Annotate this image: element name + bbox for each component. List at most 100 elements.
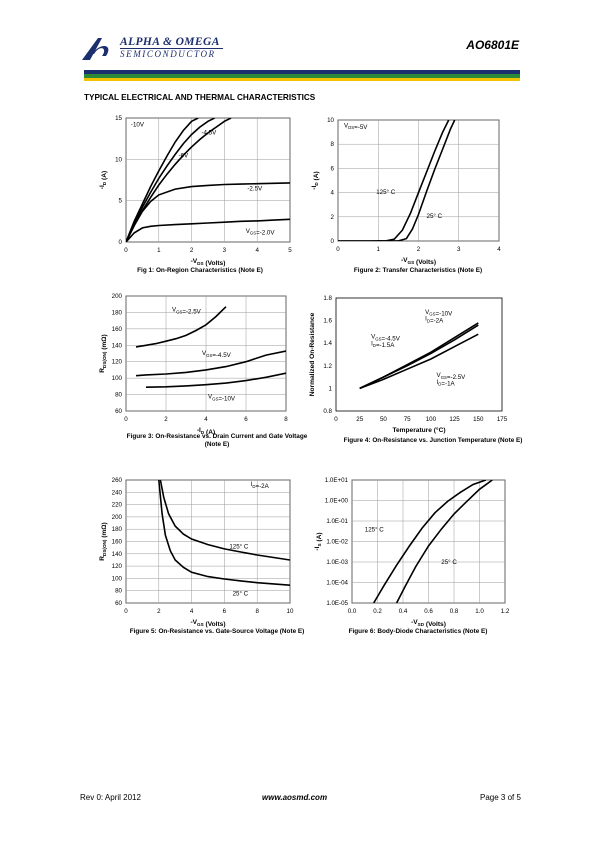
fig6-annotation-label: 125° C [365, 527, 385, 534]
fig4-y-tick-label: 1 [329, 385, 333, 392]
figure-2: 0 1 2 3 4 0 2 4 6 8 10 -VGS (Volts) -ID (A) VDS=-5V 12… [300, 110, 520, 270]
fig5-y-tick-label: 140 [112, 551, 123, 558]
fig5-x-tick-label: 8 [255, 608, 259, 615]
fig1-x-tick-label: 2 [190, 247, 194, 254]
fig1-y-tick-label: 5 [119, 198, 123, 205]
fig1-annotation-label: -4.5V [201, 130, 217, 137]
fig3-y-axis-label: RDS(ON) (mΩ) [99, 334, 108, 372]
fig2-y-tick-label: 0 [331, 238, 335, 245]
fig6-y-tick-label: 1.0E-02 [326, 539, 348, 546]
fig6-y-tick-label: 1.0E-04 [326, 580, 348, 587]
fig5-chart: 0 2 4 6 8 10 60 80 100 120 140 160 180 200 220 240 260 -V… [99, 477, 294, 628]
fig2-y-tick-label: 4 [331, 190, 335, 197]
fig1-y-tick-label: 15 [115, 115, 122, 122]
fig3-series-line-0 [135, 306, 227, 348]
fig6-series-line-0 [373, 480, 487, 603]
fig3-y-tick-label: 120 [112, 359, 123, 366]
company-subtitle: SEMICONDUCTOR [120, 49, 216, 59]
fig6-x-tick-label: 0.8 [450, 608, 459, 615]
fig4-y-tick-label: 0.8 [323, 408, 332, 415]
fig4-y-axis-label: Normalized On-Resistance [309, 312, 316, 396]
fig3-y-tick-label: 60 [115, 408, 122, 415]
fig3-x-tick-label: 0 [124, 416, 128, 423]
header-bar-blue [84, 70, 520, 74]
figure-6: 0.0 0.2 0.4 0.6 0.8 1.0 1.2 1.0E-05 1.0E-04 1.0E-… [300, 472, 520, 628]
fig5-x-tick-label: 10 [287, 608, 294, 615]
fig2-y-tick-label: 10 [327, 117, 334, 124]
fig6-x-tick-label: 0.6 [424, 608, 433, 615]
fig3-y-tick-label: 200 [112, 293, 123, 300]
fig3-annotation-label: VGS=-10V [208, 394, 236, 403]
fig4-y-tick-label: 1.2 [323, 363, 332, 370]
fig1-x-tick-label: 1 [157, 247, 161, 254]
fig4-annotation-label: ID=-1.5A [371, 340, 395, 349]
fig4-annotation-label: ID=-2A [425, 316, 444, 325]
fig6-annotation-label: 25° C [441, 559, 457, 566]
fig3-annotation-label: VGS=-4.5V [202, 350, 232, 359]
fig4-x-tick-label: 0 [334, 416, 338, 423]
fig5-x-tick-label: 2 [157, 608, 161, 615]
fig2-annotation-label: VDS=-5V [344, 122, 368, 131]
part-number: AO6801E [466, 38, 519, 52]
fig5-y-tick-label: 100 [112, 575, 123, 582]
fig1-series-line-4 [126, 218, 290, 242]
fig3-annotation-label: VGS=-2.5V [172, 307, 202, 316]
fig3-series-line-2 [145, 372, 286, 388]
fig3-x-tick-label: 2 [164, 416, 168, 423]
fig4-x-tick-label: 75 [404, 416, 411, 423]
fig6-x-axis-label: -VSD (Volts) [411, 619, 446, 628]
header-bar-green [84, 74, 520, 78]
fig4-x-axis-label: Temperature (°C) [392, 426, 445, 434]
fig1-annotation-label: -2.5V [247, 186, 263, 193]
fig5-y-tick-label: 260 [112, 477, 123, 484]
fig3-x-tick-label: 8 [284, 416, 288, 423]
fig5-x-axis-label: -VGS (Volts) [190, 619, 225, 628]
fig4-chart: 0 25 50 75 100 125 150 175 0.8 1 1.2 1.4 1.6 1.8 Tempe… [309, 295, 508, 434]
fig3-y-tick-label: 100 [112, 375, 123, 382]
figure-3-caption: Figure 3: On-Resistance vs. Drain Curren… [126, 433, 308, 448]
fig6-y-tick-label: 1.0E-03 [326, 559, 348, 566]
fig2-annotation-label: 25° C [427, 213, 443, 220]
fig3-y-tick-label: 140 [112, 342, 123, 349]
fig4-x-tick-label: 100 [426, 416, 437, 423]
fig6-x-tick-label: 0.0 [348, 608, 357, 615]
fig2-x-tick-label: 2 [417, 246, 421, 253]
footer-revision: Rev 0: April 2012 [80, 793, 141, 802]
fig6-x-tick-label: 0.4 [399, 608, 408, 615]
header-bar-yellow [84, 78, 520, 81]
fig4-x-tick-label: 125 [449, 416, 460, 423]
fig4-annotation-label: ID=-1A [437, 379, 456, 388]
fig1-y-tick-label: 10 [115, 156, 122, 163]
fig4-y-tick-label: 1.8 [323, 295, 332, 302]
figure-5-caption: Figure 5: On-Resistance vs. Gate-Source … [129, 628, 305, 635]
fig6-y-tick-label: 1.0E+00 [325, 498, 349, 505]
fig2-x-tick-label: 4 [497, 246, 501, 253]
fig2-x-axis-label: -VGS (Volts) [401, 257, 436, 266]
footer-website-link[interactable]: www.aosmd.com [262, 793, 328, 802]
fig2-x-tick-label: 1 [377, 246, 381, 253]
fig1-x-axis-label: -VDS (Volts) [191, 258, 226, 267]
fig2-series-line-1 [338, 120, 456, 241]
alpha-omega-logo-icon [82, 38, 109, 60]
fig5-series-line-0 [159, 480, 290, 561]
figure-1-caption: Fig 1: On-Region Characteristics (Note E… [137, 267, 263, 274]
fig4-annotation-label: VGS=-10V [425, 309, 453, 318]
fig5-x-tick-label: 6 [223, 608, 227, 615]
fig1-y-axis-label: -ID (A) [99, 171, 108, 189]
fig3-x-axis-label: -ID (A) [197, 427, 215, 436]
fig1-annotation-label: -10V [131, 121, 145, 128]
fig3-x-tick-label: 6 [244, 416, 248, 423]
figure-5: 0 2 4 6 8 10 60 80 100 120 140 160 180 200 220 240 260 -V… [90, 472, 310, 628]
fig5-annotation-label: ID=-2A [251, 481, 270, 490]
fig6-y-tick-label: 1.0E-01 [326, 518, 348, 525]
fig5-x-tick-label: 0 [124, 608, 128, 615]
fig3-y-tick-label: 80 [115, 392, 122, 399]
fig3-y-tick-label: 180 [112, 309, 123, 316]
fig4-y-tick-label: 1.6 [323, 318, 332, 325]
fig4-x-tick-label: 25 [356, 416, 363, 423]
footer-page-number: Page 3 of 5 [480, 793, 521, 802]
fig4-plot-frame [335, 297, 503, 412]
fig5-y-tick-label: 180 [112, 526, 123, 533]
fig2-y-tick-label: 8 [331, 141, 335, 148]
fig6-x-tick-label: 1.0 [475, 608, 484, 615]
